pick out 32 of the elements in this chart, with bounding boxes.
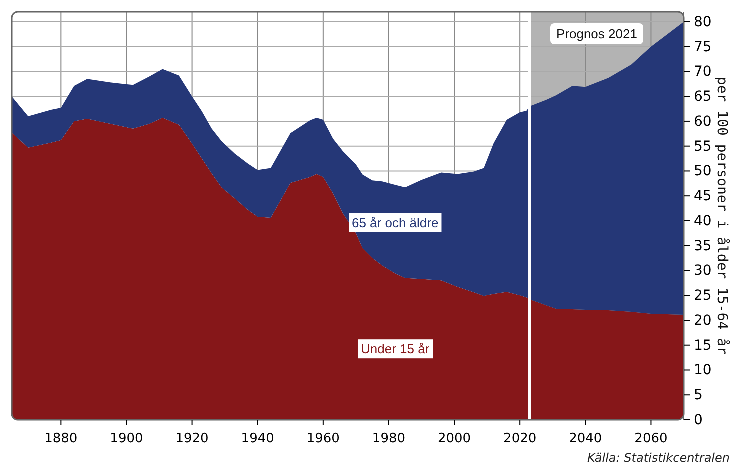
x-tick-label: 2040 [569,431,602,446]
y-tick-label: 70 [694,64,712,80]
y-tick-label: 35 [694,238,712,254]
x-tick-label: 2060 [634,431,668,446]
y-tick-label: 45 [694,188,712,205]
x-tick-label: 1880 [44,431,78,446]
y-tick-label: 15 [694,338,712,354]
band-label: Prognos 2021 [556,26,638,42]
text: Källa: Statistikcentralen [587,451,730,465]
y-tick-label: 50 [694,164,712,180]
y-tick-label: 40 [694,213,712,230]
y-tick-label: 80 [694,14,712,30]
x-tick-label: 1940 [241,431,274,446]
y-axis-title: per 100 personer i ålder 15-64 år [714,76,731,356]
y-tick-label: 55 [694,138,712,155]
x-tick-label: 2000 [438,431,472,446]
x-tick-label: 1900 [110,431,144,446]
y-tick-label: 30 [694,263,712,280]
y-tick-label: 75 [694,39,712,56]
x-tick-label: 1920 [176,431,209,446]
y-tick-label: 10 [694,362,712,379]
y-tick-label: 25 [694,288,712,304]
series-label: 65 år och äldre [352,215,439,230]
y-tick-label: 60 [694,114,712,130]
y-tick-label: 65 [694,89,712,106]
x-tick-label: 2020 [504,431,537,446]
y-tick-label: 5 [694,388,703,404]
x-tick-label: 1960 [306,431,340,446]
y-tick-label: 20 [694,312,712,329]
y-tick-label: 0 [694,412,703,428]
x-tick-label: 1980 [372,431,406,446]
series-label: Under 15 år [361,342,430,357]
